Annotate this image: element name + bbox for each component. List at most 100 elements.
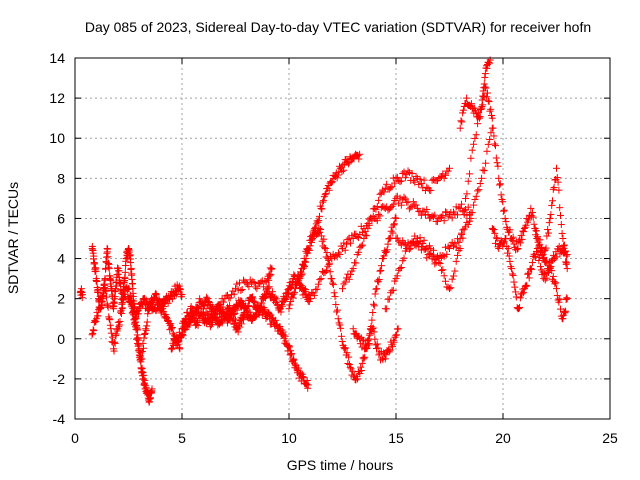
data-point	[425, 242, 433, 250]
data-point	[479, 166, 487, 174]
data-point	[316, 228, 324, 236]
data-point	[142, 326, 150, 334]
data-point	[464, 203, 472, 211]
data-point	[390, 338, 398, 346]
data-point	[366, 331, 374, 339]
data-point	[328, 178, 336, 186]
data-point	[513, 245, 521, 253]
data-point	[440, 217, 448, 225]
data-point	[370, 302, 378, 310]
data-point	[142, 383, 150, 391]
data-point	[393, 173, 401, 181]
data-point	[471, 196, 479, 204]
data-point	[352, 376, 360, 384]
data-point	[376, 190, 384, 198]
data-point	[344, 360, 352, 368]
data-point	[428, 255, 436, 263]
data-point	[559, 315, 567, 323]
data-point	[492, 142, 500, 150]
data-point	[355, 155, 363, 163]
y-tick-label: 2	[57, 291, 65, 307]
data-point	[421, 245, 429, 253]
data-point	[524, 270, 532, 278]
data-point	[285, 305, 293, 313]
data-point	[219, 317, 227, 325]
data-point	[323, 249, 331, 257]
data-point	[337, 332, 345, 340]
data-point	[437, 267, 445, 275]
data-point	[302, 255, 310, 263]
data-point	[268, 288, 276, 296]
data-point	[160, 303, 168, 311]
data-point	[271, 293, 279, 301]
data-point	[471, 134, 479, 142]
data-point	[524, 216, 532, 224]
data-point	[334, 171, 342, 179]
data-point	[266, 264, 274, 272]
data-point	[191, 308, 199, 316]
data-point	[285, 342, 293, 350]
data-point	[111, 338, 119, 346]
data-point	[332, 301, 340, 309]
data-point	[525, 274, 533, 282]
data-point	[515, 305, 523, 313]
data-point	[243, 307, 251, 315]
data-point	[559, 235, 567, 242]
data-point	[104, 302, 112, 310]
data-point	[515, 237, 523, 245]
data-point	[558, 229, 566, 237]
data-point	[121, 268, 129, 276]
data-point	[468, 146, 476, 154]
data-point	[481, 73, 489, 81]
data-point	[463, 94, 471, 102]
data-point	[464, 220, 472, 228]
data-point	[380, 188, 388, 196]
data-point	[411, 178, 419, 186]
data-point	[141, 376, 149, 384]
data-point	[345, 360, 353, 368]
data-point	[495, 174, 503, 182]
data-point	[345, 159, 353, 167]
data-point	[487, 105, 495, 113]
y-tick-label: 8	[57, 170, 65, 186]
data-point	[493, 235, 501, 243]
data-point	[478, 103, 486, 111]
data-point	[256, 308, 264, 316]
data-point	[172, 342, 180, 350]
data-point	[296, 275, 304, 283]
data-point	[331, 293, 339, 301]
data-point	[487, 129, 495, 137]
data-point	[325, 186, 333, 194]
data-point	[385, 348, 393, 356]
data-point	[501, 214, 509, 222]
data-point	[336, 250, 344, 258]
data-point	[488, 224, 496, 232]
data-point	[266, 272, 274, 280]
data-point	[544, 226, 552, 234]
data-point	[168, 345, 176, 353]
data-point	[112, 330, 120, 338]
data-point	[405, 245, 413, 253]
data-point	[347, 270, 355, 278]
data-point	[502, 235, 510, 243]
data-point	[441, 171, 449, 179]
data-point	[303, 376, 311, 384]
data-point	[330, 289, 338, 297]
data-point	[284, 289, 292, 297]
data-point	[368, 214, 376, 222]
data-point	[482, 84, 490, 92]
data-point	[317, 275, 325, 283]
data-point	[500, 206, 508, 214]
data-point	[548, 201, 556, 209]
data-point	[129, 311, 137, 319]
data-point	[265, 310, 273, 318]
data-point	[115, 323, 123, 331]
data-point	[499, 198, 507, 206]
data-point	[474, 120, 482, 128]
data-point	[115, 267, 123, 275]
data-point	[115, 321, 123, 329]
data-point	[472, 192, 480, 200]
data-point	[532, 227, 540, 235]
data-point	[104, 245, 112, 253]
data-point	[135, 310, 143, 318]
